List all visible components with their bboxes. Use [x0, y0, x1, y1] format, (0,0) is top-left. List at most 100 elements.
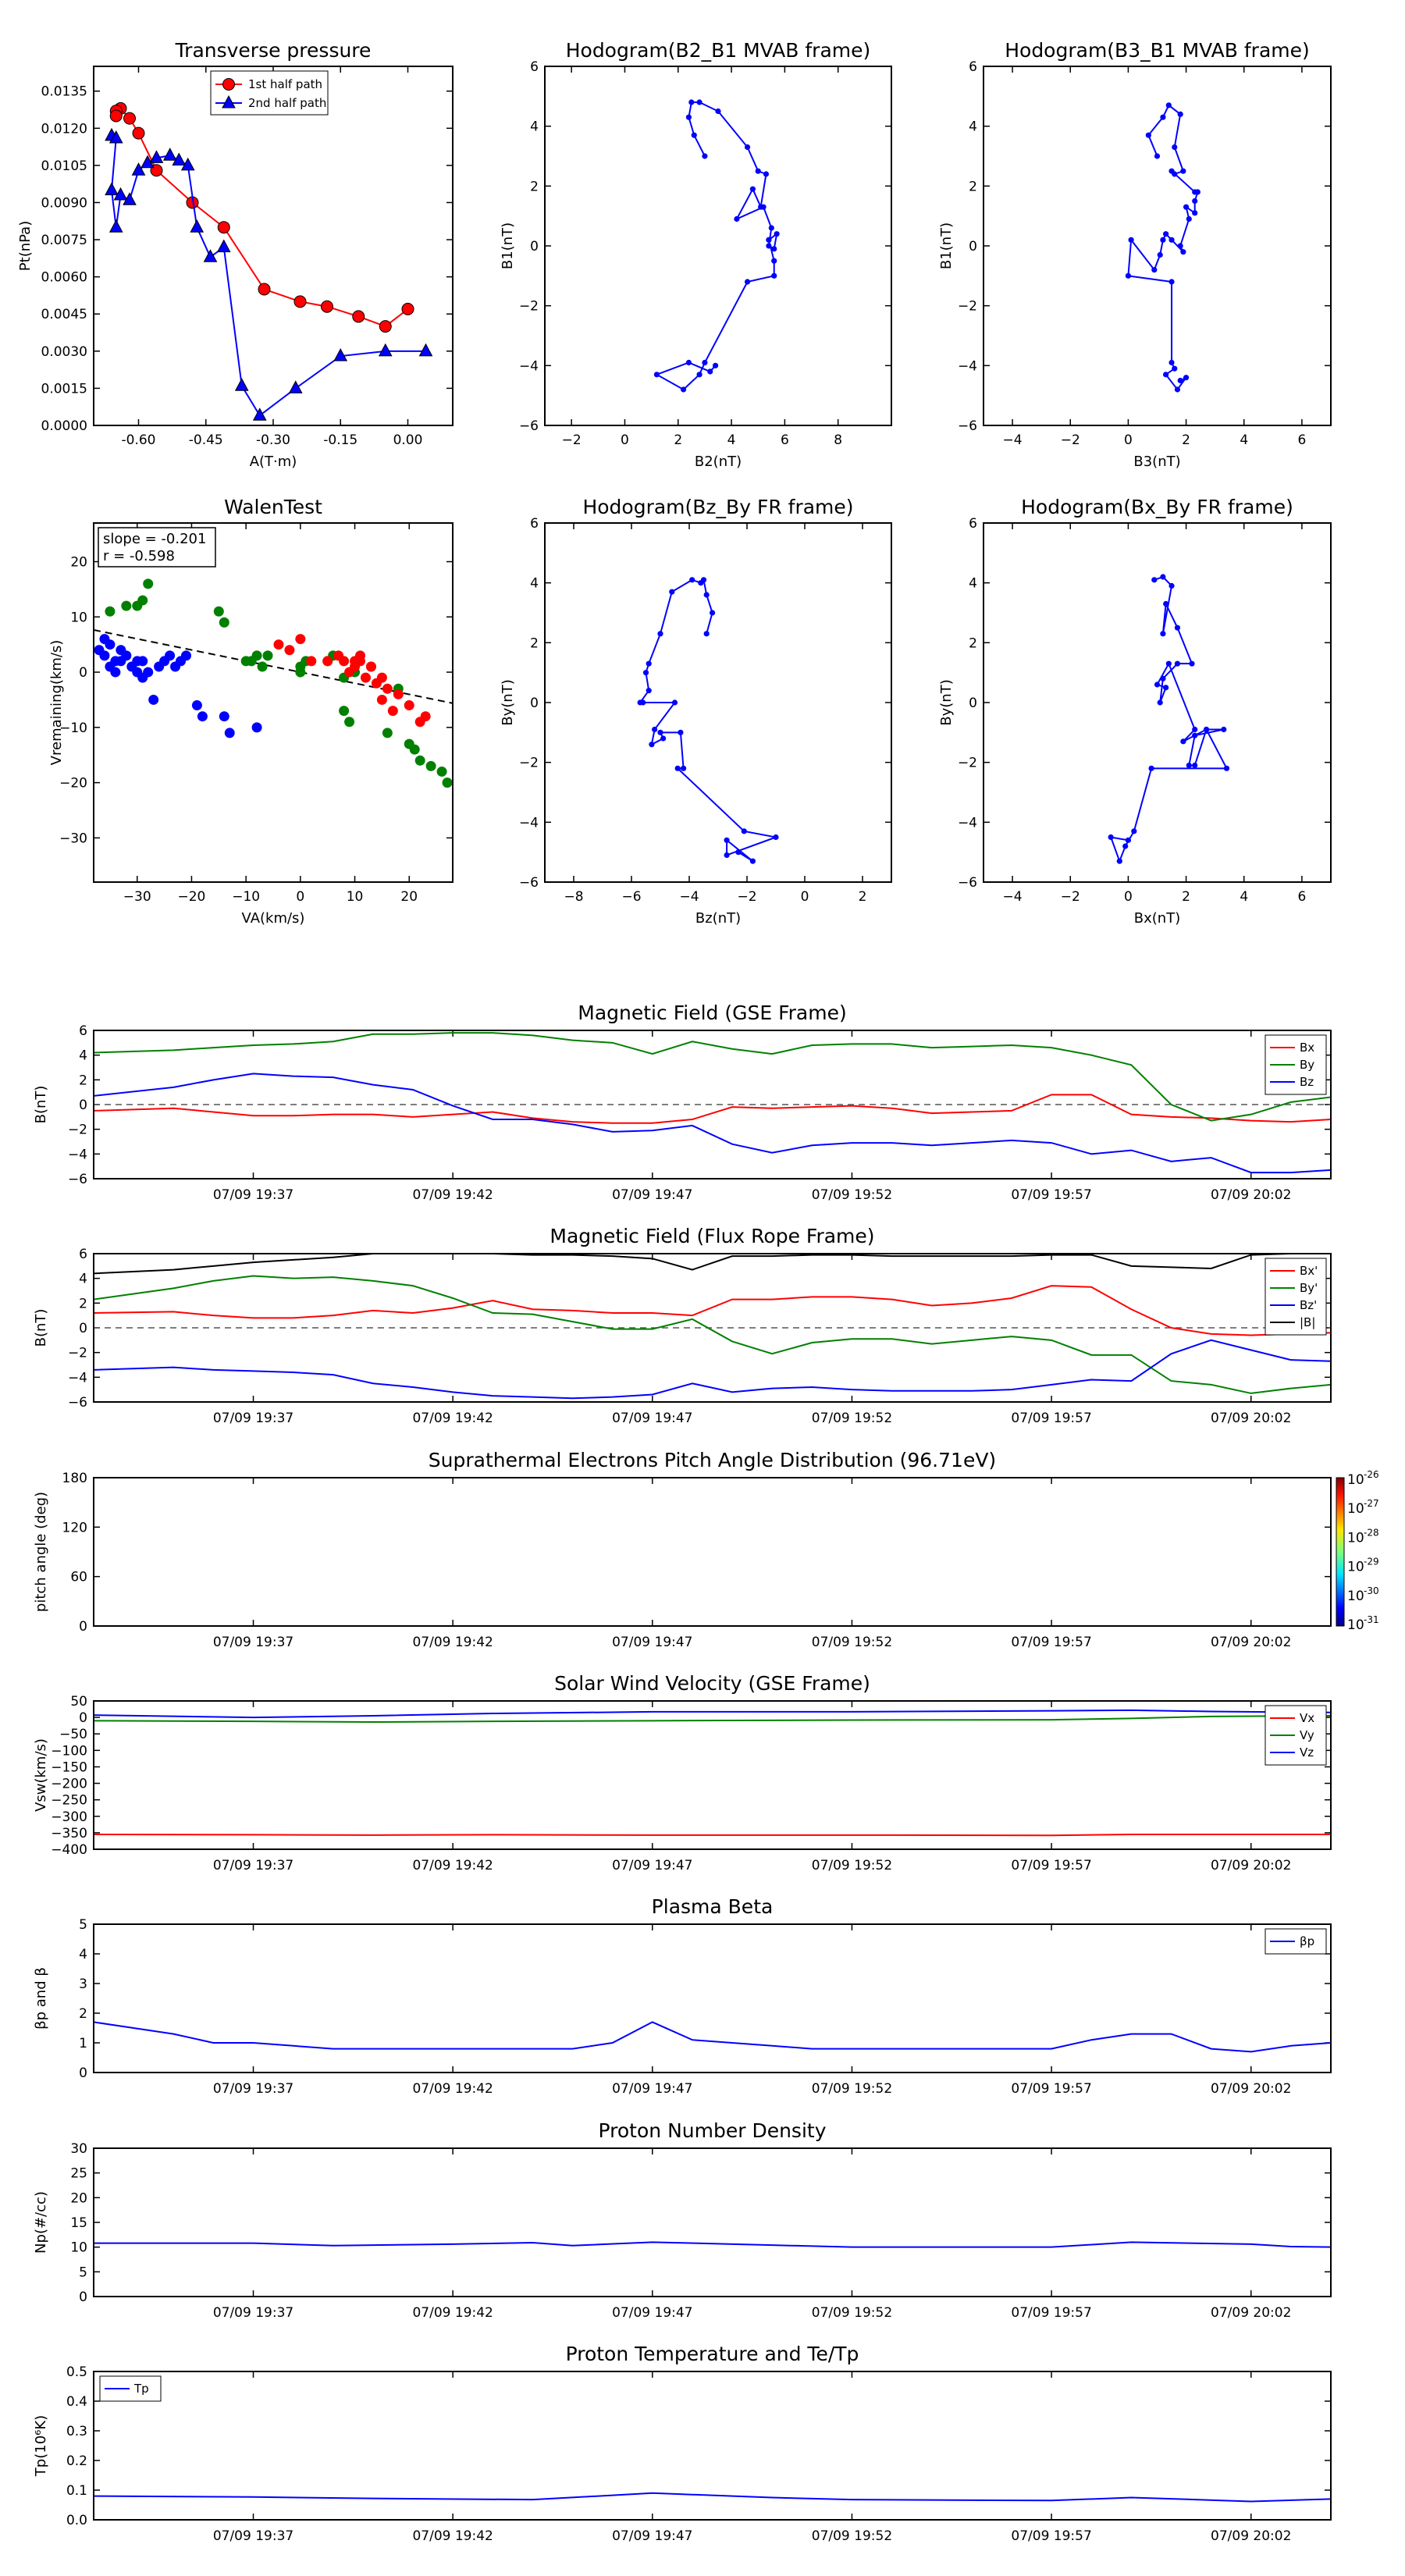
colorbar-exponent: -29	[1364, 1557, 1379, 1567]
legend-label: Vx	[1300, 1711, 1314, 1725]
x-tick-label: 07/09 19:57	[1011, 2081, 1091, 2097]
panel-title: Plasma Beta	[652, 1895, 774, 1918]
data-point	[1131, 828, 1137, 834]
plot-frame	[544, 522, 892, 883]
y-tick-label: 0	[530, 239, 539, 254]
data-point	[379, 320, 392, 333]
data-point	[409, 744, 420, 755]
panel-title: Hodogram(Bz_By FR frame)	[582, 496, 853, 518]
y-tick-label: 4	[79, 1048, 87, 1064]
data-point	[1186, 215, 1192, 222]
x-tick-label: 07/09 19:57	[1011, 1635, 1091, 1650]
series-line	[94, 1709, 1331, 1719]
plot-area	[105, 101, 433, 421]
data-point	[293, 295, 307, 308]
x-tick-label: 07/09 19:37	[213, 1858, 293, 1873]
data-point	[703, 631, 710, 637]
data-point	[768, 225, 774, 231]
x-tick-label: −2	[1061, 432, 1080, 448]
x-tick-label: -0.45	[189, 432, 223, 448]
data-point	[681, 386, 687, 393]
y-tick-label: −2	[958, 756, 977, 771]
panel-h4: Hodogram(Bx_By FR frame) −4 −2 0 2 4 6 −6 −4 −2 0 2…	[938, 496, 1332, 927]
y-tick-label: 0.0000	[41, 418, 87, 434]
x-axis-label: VA(km/s)	[242, 910, 305, 927]
y-tick-label: 3	[79, 1976, 87, 1992]
x-tick-label: −10	[232, 889, 260, 905]
data-point	[420, 711, 431, 722]
y-axis-label: B1(nT)	[938, 222, 955, 269]
y-tick-label: 0.0105	[41, 158, 87, 174]
x-tick-label: −4	[679, 889, 699, 905]
data-point	[674, 765, 681, 771]
data-point	[734, 215, 740, 222]
colorbar-label: 10	[1347, 1530, 1364, 1546]
y-axis-label: B(nT)	[33, 1309, 49, 1347]
data-point	[669, 589, 675, 595]
x-tick-label: −8	[564, 889, 583, 905]
annotation-frame	[98, 527, 216, 568]
data-point	[401, 302, 414, 315]
data-point	[1192, 732, 1198, 738]
data-point	[1186, 762, 1192, 769]
data-point	[234, 378, 249, 391]
data-point	[749, 186, 756, 192]
plot-frame	[93, 1923, 1332, 2073]
data-point	[436, 766, 447, 777]
x-tick-label: 07/09 19:42	[412, 2081, 493, 2097]
x-tick-label: 07/09 19:37	[213, 1411, 293, 1426]
y-tick-label: 4	[969, 119, 977, 135]
data-point	[741, 828, 747, 834]
y-axis-label: Vsw(km/s)	[33, 1738, 49, 1812]
x-tick-label: 4	[1240, 432, 1248, 448]
data-point	[180, 157, 195, 171]
data-point	[418, 343, 433, 357]
y-tick-label: 60	[70, 1570, 87, 1585]
data-point	[414, 755, 425, 766]
data-point	[688, 99, 695, 105]
x-tick-label: −2	[562, 432, 582, 448]
plot-area	[94, 2492, 1331, 2503]
y-tick-label: −150	[51, 1759, 87, 1775]
data-point	[685, 114, 692, 120]
y-tick-label: 2	[969, 635, 977, 651]
data-point	[197, 711, 208, 722]
data-point	[744, 144, 751, 151]
series-line	[94, 2492, 1331, 2503]
data-point	[763, 171, 770, 177]
y-tick-label: 0.0135	[41, 84, 87, 100]
panel-title: Magnetic Field (Flux Rope Frame)	[550, 1225, 874, 1247]
legend-label: Bx	[1300, 1041, 1314, 1055]
y-tick-label: −400	[51, 1842, 87, 1858]
y-tick-label: 0	[969, 696, 977, 711]
data-point	[132, 656, 143, 667]
panel-title: Proton Temperature and Te/Tp	[566, 2343, 859, 2365]
y-tick-label: −2	[68, 1346, 87, 1361]
y-tick-label: 4	[79, 1947, 87, 1962]
x-tick-label: 6	[781, 432, 789, 448]
y-tick-label: −30	[59, 831, 87, 846]
x-axis-label: A(T·m)	[250, 454, 297, 470]
x-axis-label: Bz(nT)	[695, 910, 741, 927]
data-point	[109, 109, 123, 123]
plot-frame	[93, 1030, 1332, 1179]
data-point	[1180, 249, 1186, 255]
data-point	[191, 700, 202, 711]
panel-title: Hodogram(Bx_By FR frame)	[1021, 496, 1293, 518]
data-point	[442, 777, 453, 788]
legend: Tp	[99, 2375, 162, 2402]
panel-mag_fr: Magnetic Field (Flux Rope Frame) 07/09 19…	[33, 1225, 1332, 1426]
y-tick-label: 4	[530, 576, 539, 592]
x-tick-label: −6	[621, 889, 641, 905]
y-tick-label: 10	[70, 2240, 87, 2256]
data-point	[322, 656, 333, 667]
legend-label: 1st half path	[248, 77, 322, 91]
x-tick-label: 07/09 19:37	[213, 1635, 293, 1650]
data-point	[378, 343, 393, 357]
x-tick-label: 0	[1124, 432, 1133, 448]
x-tick-label: 07/09 19:52	[812, 1187, 892, 1203]
y-tick-label: −4	[519, 358, 539, 374]
panel-h3: Hodogram(Bz_By FR frame) −8 −6 −4 −2 0 2 −6 −4 −2…	[500, 496, 892, 927]
data-point	[149, 150, 164, 163]
